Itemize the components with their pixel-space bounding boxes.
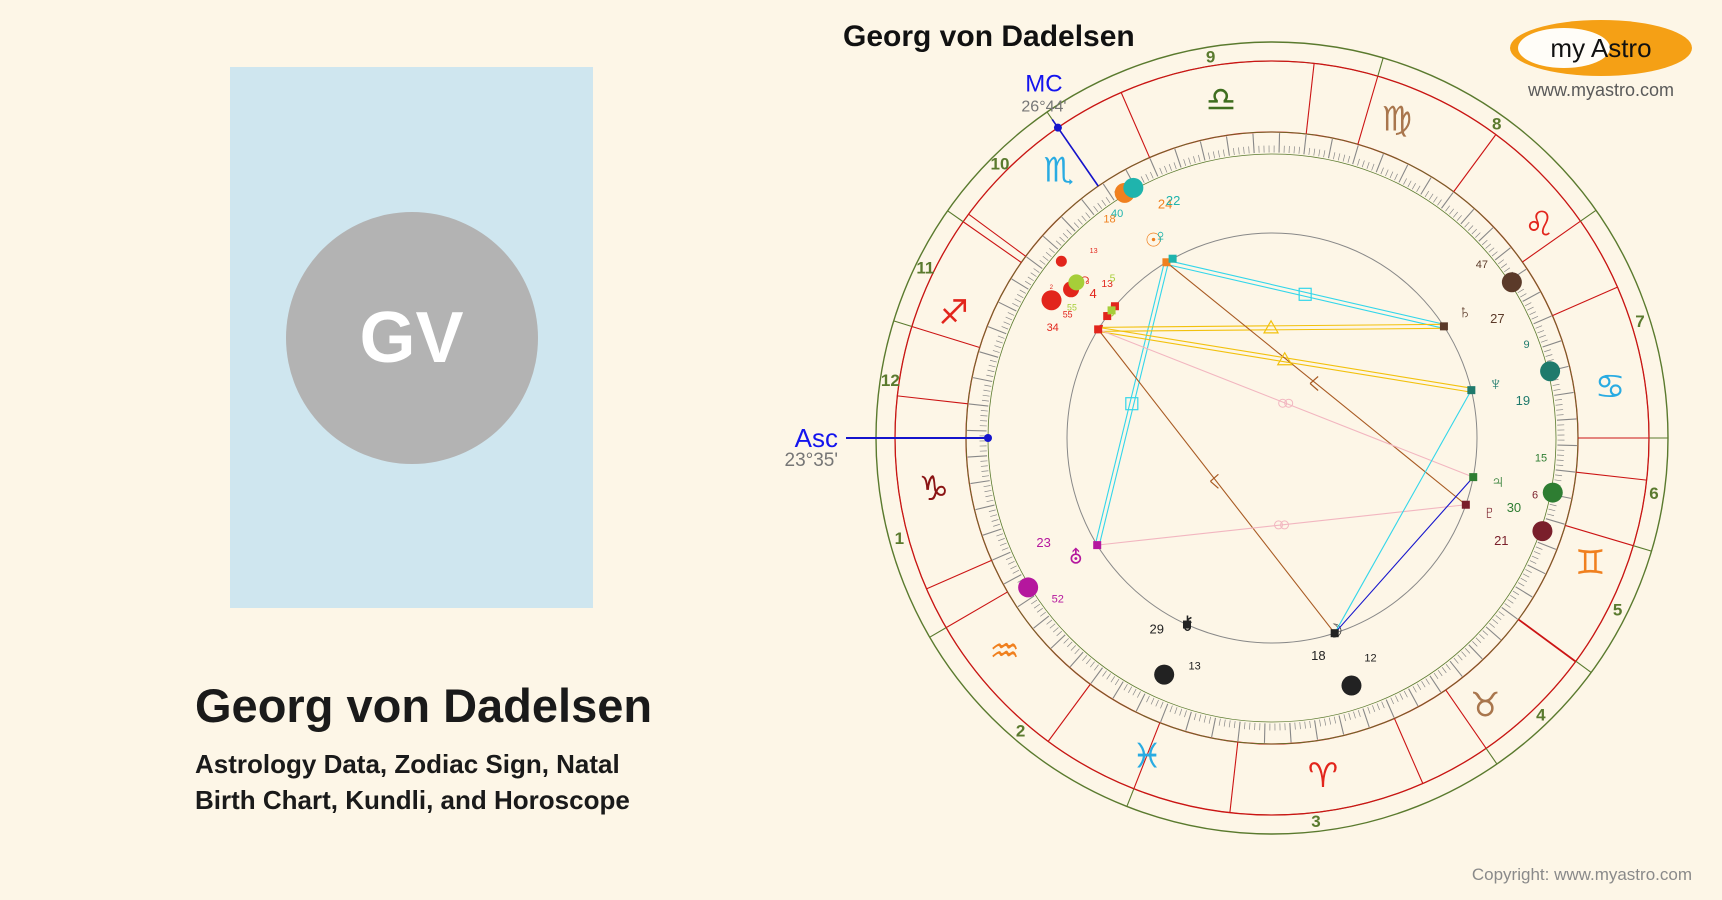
svg-text:6: 6 <box>1649 484 1658 503</box>
svg-text:34: 34 <box>1047 322 1059 334</box>
svg-text:23°35': 23°35' <box>785 450 839 471</box>
svg-text:30: 30 <box>1507 500 1521 515</box>
svg-text:♈︎: ♈︎ <box>1308 757 1338 795</box>
svg-text:9: 9 <box>1523 339 1529 351</box>
svg-text:♀︎: ♀︎ <box>1153 226 1167 247</box>
svg-text:55: 55 <box>1067 303 1077 313</box>
svg-text:♏︎: ♏︎ <box>1043 152 1073 190</box>
svg-text:⛢︎: ⛢︎ <box>1069 547 1083 569</box>
svg-text:22: 22 <box>1166 193 1180 208</box>
svg-text:8: 8 <box>1492 115 1501 134</box>
svg-text:4: 4 <box>1090 286 1097 301</box>
svg-text:6: 6 <box>1532 490 1538 502</box>
svg-text:♄︎: ♄︎ <box>1458 302 1472 323</box>
svg-text:18: 18 <box>1311 648 1325 663</box>
svg-text:♍︎: ♍︎ <box>1382 101 1412 139</box>
svg-text:2: 2 <box>1016 721 1025 740</box>
svg-text:3: 3 <box>1311 812 1320 831</box>
svg-text:♃︎: ♃︎ <box>1491 471 1505 492</box>
svg-text:2: 2 <box>1050 284 1054 291</box>
svg-text:7: 7 <box>1635 312 1644 331</box>
svg-text:MC: MC <box>1025 71 1062 98</box>
svg-text:♑︎: ♑︎ <box>919 470 949 508</box>
svg-text:♐︎: ♐︎ <box>938 294 968 332</box>
svg-text:1: 1 <box>895 529 904 548</box>
svg-text:♓︎: ♓︎ <box>1132 737 1162 775</box>
svg-text:27: 27 <box>1490 311 1504 326</box>
svg-text:52: 52 <box>1052 593 1064 605</box>
svg-text:5: 5 <box>1613 600 1622 619</box>
svg-text:12: 12 <box>1364 652 1376 664</box>
svg-text:♒︎: ♒︎ <box>989 632 1019 670</box>
svg-text:♆︎: ♆︎ <box>1489 374 1503 395</box>
svg-text:♊︎: ♊︎ <box>1575 544 1605 582</box>
svg-text:40: 40 <box>1111 208 1123 220</box>
svg-text:Asc: Asc <box>795 423 838 453</box>
svg-text:9: 9 <box>1206 47 1215 66</box>
svg-text:♇︎: ♇︎ <box>1482 502 1496 523</box>
svg-text:23: 23 <box>1036 535 1050 550</box>
svg-text:47: 47 <box>1476 259 1488 271</box>
svg-text:13: 13 <box>1090 246 1098 255</box>
svg-text:29: 29 <box>1150 622 1164 637</box>
svg-text:11: 11 <box>916 259 934 278</box>
svg-text:10: 10 <box>991 155 1010 174</box>
svg-text:15: 15 <box>1535 453 1547 465</box>
svg-text:26°44': 26°44' <box>1021 99 1066 116</box>
svg-text:5: 5 <box>1110 273 1116 284</box>
svg-text:21: 21 <box>1494 533 1508 548</box>
svg-text:19: 19 <box>1516 393 1530 408</box>
svg-text:♎︎: ♎︎ <box>1206 81 1236 119</box>
svg-text:♋︎: ♋︎ <box>1595 368 1625 406</box>
svg-text:♌︎: ♌︎ <box>1524 206 1554 244</box>
svg-text:♉︎: ♉︎ <box>1470 686 1500 724</box>
svg-text:4: 4 <box>1536 705 1546 724</box>
svg-text:13: 13 <box>1188 660 1200 672</box>
svg-text:12: 12 <box>881 371 900 390</box>
